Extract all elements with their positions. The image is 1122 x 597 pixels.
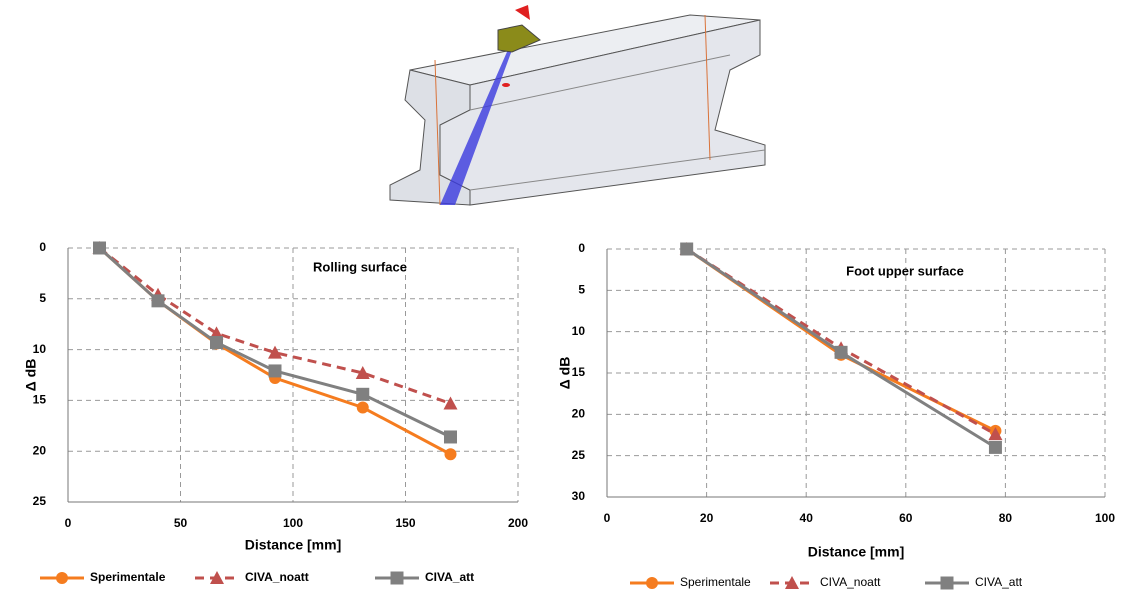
x-tick-label: 150 xyxy=(395,516,415,530)
x-tick-label: 60 xyxy=(899,511,913,525)
legend-label: CIVA_att xyxy=(975,575,1023,589)
y-tick-label: 10 xyxy=(572,324,586,338)
y-tick-label: 30 xyxy=(572,489,586,503)
y-tick-label: 20 xyxy=(572,407,586,421)
legend-label: CIVA_noatt xyxy=(820,575,881,589)
y-tick-label: 15 xyxy=(572,365,586,379)
marker xyxy=(444,430,457,443)
marker xyxy=(835,346,848,359)
legend-label: Sperimentale xyxy=(90,570,166,584)
y-tick-label: 5 xyxy=(578,283,585,297)
legend-label: CIVA_noatt xyxy=(245,570,309,584)
marker xyxy=(269,364,282,377)
marker xyxy=(93,242,106,255)
legend-marker xyxy=(941,577,954,590)
page: 0510152025050100150200Δ dBDistance [mm]R… xyxy=(0,0,1122,597)
y-axis-label: Δ dB xyxy=(23,359,39,392)
marker xyxy=(680,243,693,256)
series-line xyxy=(100,248,451,437)
annotation: Rolling surface xyxy=(313,259,407,274)
x-tick-label: 0 xyxy=(65,516,72,530)
x-tick-label: 20 xyxy=(700,511,714,525)
x-axis-label: Distance [mm] xyxy=(808,544,904,560)
y-tick-label: 15 xyxy=(33,393,47,407)
x-tick-label: 200 xyxy=(508,516,528,530)
x-tick-label: 50 xyxy=(174,516,188,530)
marker xyxy=(357,402,369,414)
legend-marker xyxy=(646,577,658,589)
marker xyxy=(152,294,165,307)
y-tick-label: 25 xyxy=(33,494,47,508)
legend-marker xyxy=(391,572,404,585)
rail-illustration xyxy=(390,5,765,205)
y-tick-label: 25 xyxy=(572,448,586,462)
x-axis-label: Distance [mm] xyxy=(245,537,341,553)
x-tick-label: 100 xyxy=(1095,511,1115,525)
y-tick-label: 0 xyxy=(578,241,585,255)
marker xyxy=(445,448,457,460)
x-tick-label: 0 xyxy=(604,511,611,525)
marker xyxy=(356,388,369,401)
x-tick-label: 100 xyxy=(283,516,303,530)
marker xyxy=(989,441,1002,454)
legend-marker xyxy=(56,572,68,584)
x-tick-label: 80 xyxy=(999,511,1013,525)
marker xyxy=(444,396,458,409)
legend-label: Sperimentale xyxy=(680,575,751,589)
annotation: Foot upper surface xyxy=(846,263,964,278)
figure: 0510152025050100150200Δ dBDistance [mm]R… xyxy=(0,0,1122,597)
y-tick-label: 10 xyxy=(33,342,47,356)
y-tick-label: 0 xyxy=(39,240,46,254)
legend-label: CIVA_att xyxy=(425,570,474,584)
y-tick-label: 20 xyxy=(33,443,47,457)
x-tick-label: 40 xyxy=(800,511,814,525)
y-axis-label: Δ dB xyxy=(557,357,573,390)
y-tick-label: 5 xyxy=(39,291,46,305)
marker xyxy=(210,336,223,349)
